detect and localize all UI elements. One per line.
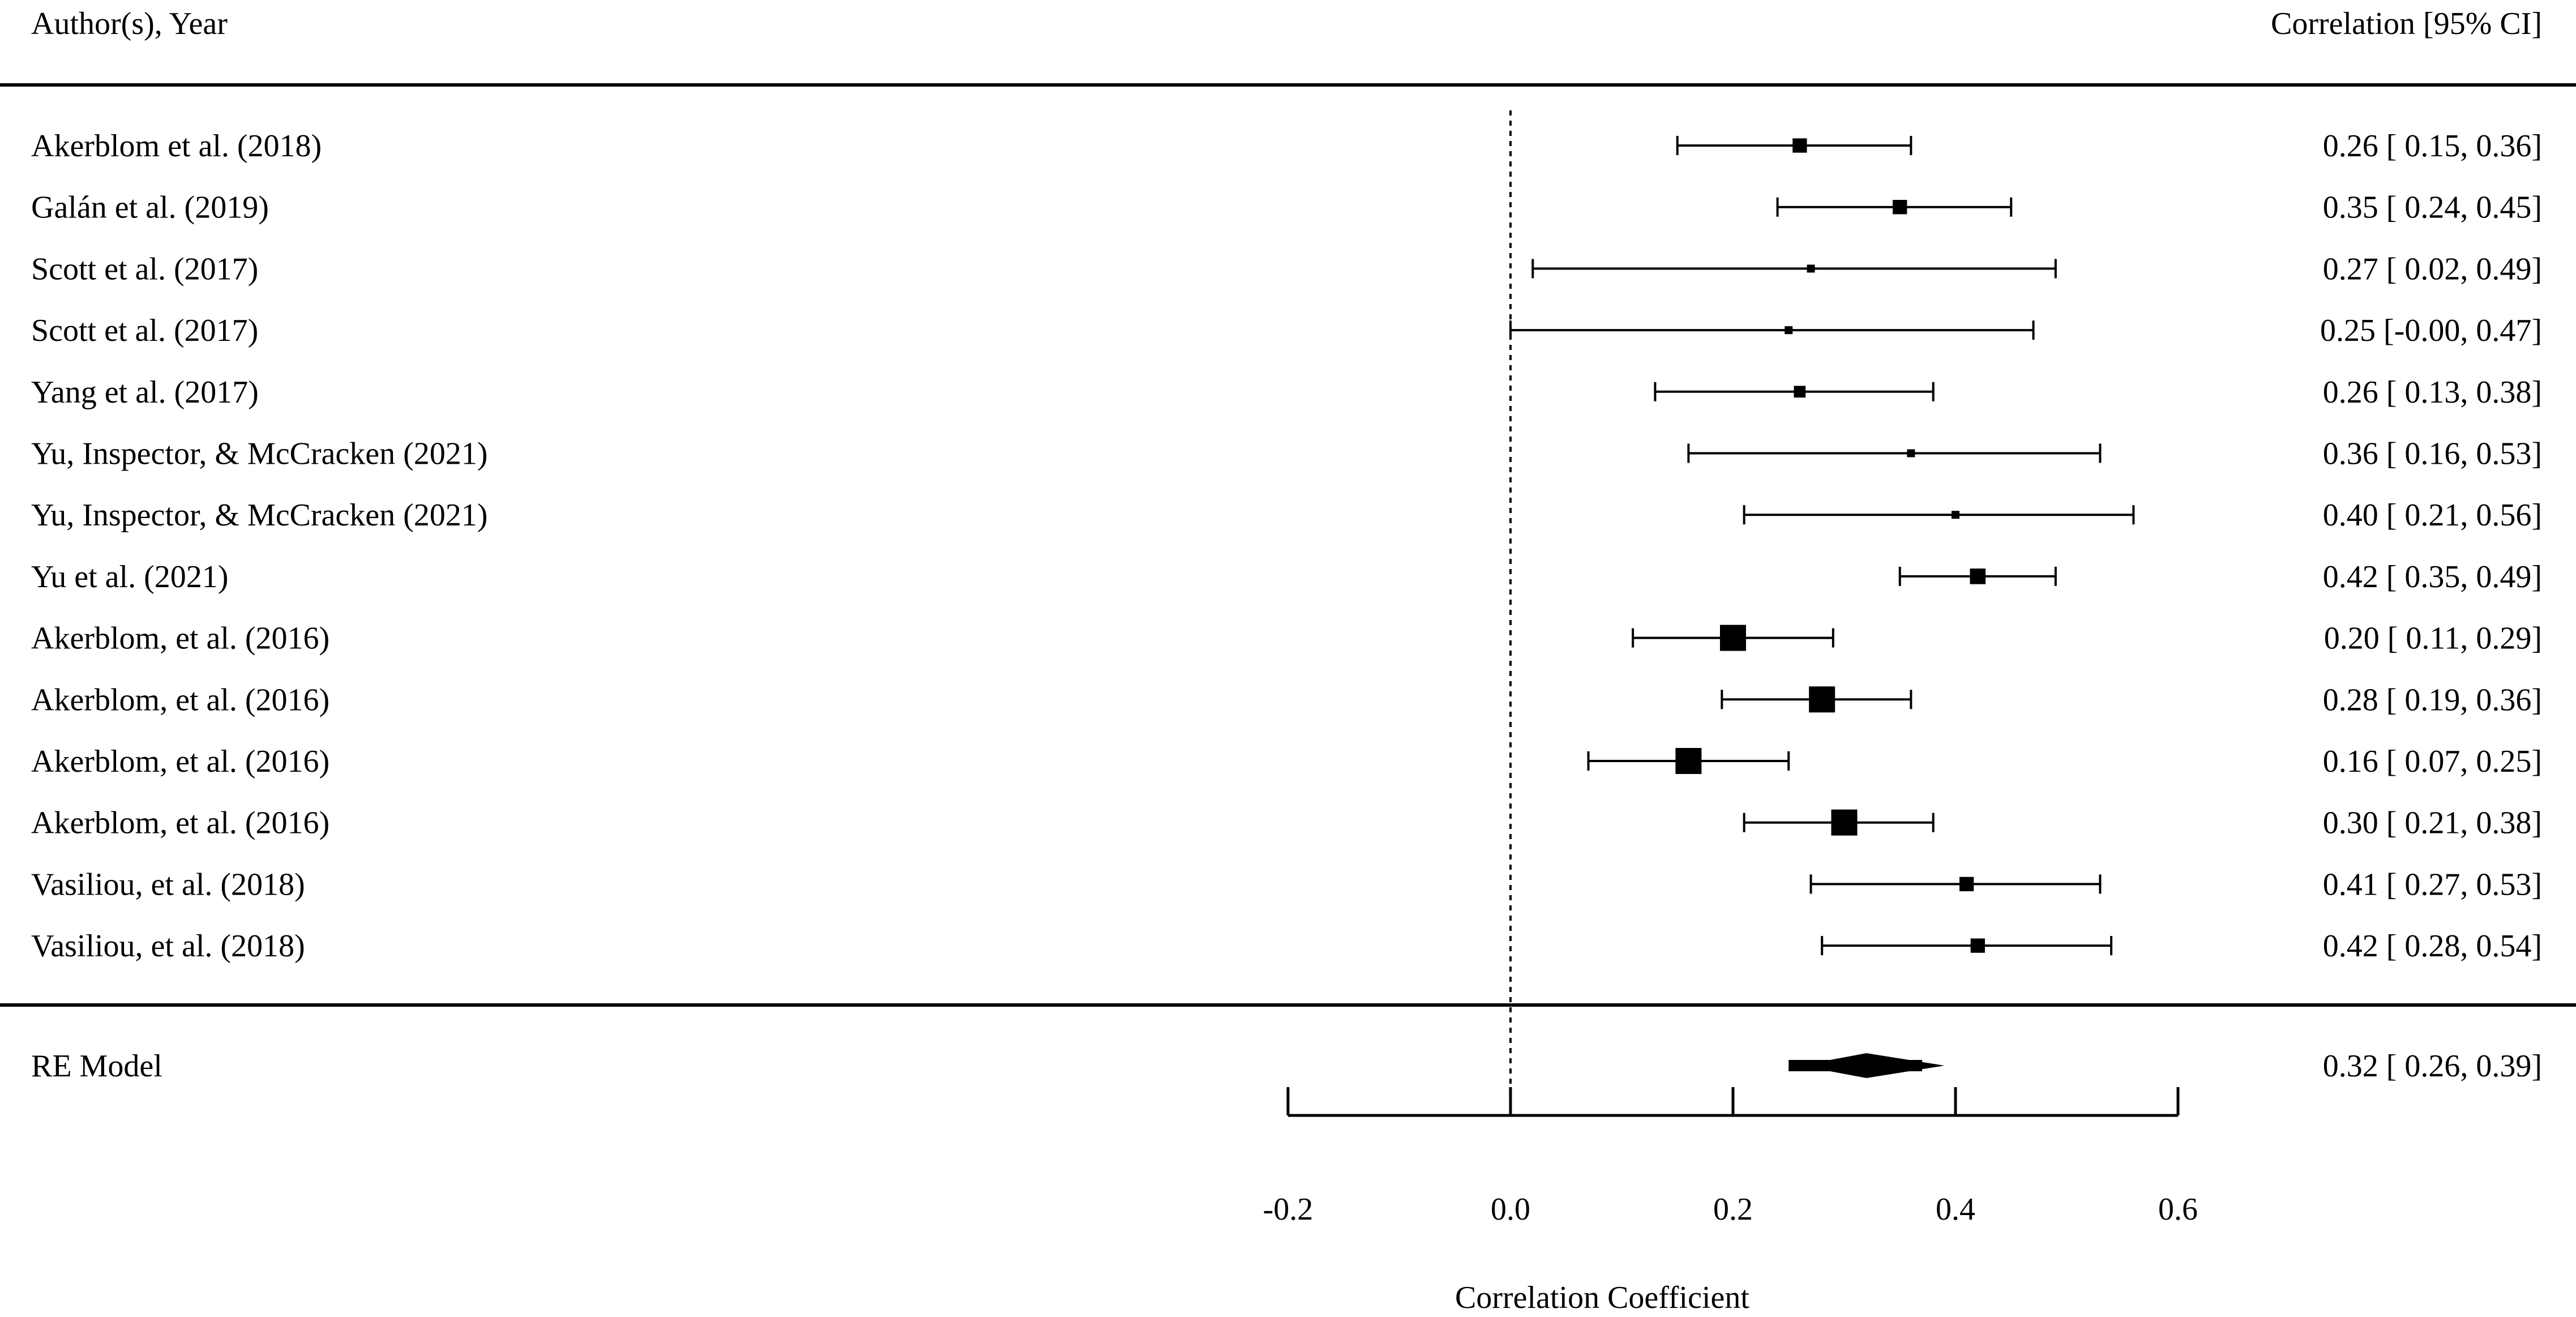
x-tick-label: 0.0 bbox=[1491, 1192, 1530, 1227]
summary-band bbox=[1788, 1060, 1923, 1071]
study-row: Scott et al. (2017) 0.27 [ 0.02, 0.49] bbox=[31, 251, 2542, 287]
x-axis: -0.2 0.0 0.2 0.4 0.6 bbox=[1263, 1087, 2198, 1227]
estimate-ci-text: 0.27 [ 0.02, 0.49] bbox=[2323, 251, 2542, 287]
study-label: Vasiliou, et al. (2018) bbox=[31, 867, 305, 902]
point-estimate bbox=[1970, 568, 1986, 584]
study-row: Vasiliou, et al. (2018) 0.42 [ 0.28, 0.54… bbox=[31, 929, 2542, 964]
estimate-ci-text: 0.41 [ 0.27, 0.53] bbox=[2323, 867, 2542, 902]
study-label: Akerblom, et al. (2016) bbox=[31, 682, 330, 717]
study-row: Akerblom, et al. (2016) 0.20 [ 0.11, 0.29… bbox=[31, 621, 2542, 656]
point-estimate bbox=[1792, 138, 1807, 153]
study-rows: Akerblom et al. (2018) 0.26 [ 0.15, 0.36]… bbox=[31, 129, 2542, 964]
study-label: Vasiliou, et al. (2018) bbox=[31, 929, 305, 964]
study-row: Scott et al. (2017) 0.25 [-0.00, 0.47] bbox=[31, 313, 2542, 348]
point-estimate bbox=[1720, 625, 1746, 651]
point-estimate bbox=[1794, 386, 1806, 398]
x-axis-label: Correlation Coefficient bbox=[1455, 1280, 1749, 1315]
summary-label: RE Model bbox=[31, 1049, 162, 1084]
study-row: Yu, Inspector, & McCracken (2021) 0.40 [ … bbox=[31, 498, 2542, 533]
estimate-ci-text: 0.36 [ 0.16, 0.53] bbox=[2323, 437, 2542, 472]
x-tick-label: 0.2 bbox=[1713, 1192, 1753, 1227]
estimate-ci-text: 0.35 [ 0.24, 0.45] bbox=[2323, 190, 2542, 225]
study-row: Akerblom, et al. (2016) 0.16 [ 0.07, 0.25… bbox=[31, 744, 2542, 779]
point-estimate bbox=[1952, 511, 1959, 519]
study-label: Galán et al. (2019) bbox=[31, 190, 269, 225]
point-estimate bbox=[1893, 200, 1907, 215]
study-row: Yang et al. (2017) 0.26 [ 0.13, 0.38] bbox=[31, 375, 2542, 410]
estimate-ci-text: 0.42 [ 0.35, 0.49] bbox=[2323, 559, 2542, 595]
estimate-ci-text: 0.42 [ 0.28, 0.54] bbox=[2323, 929, 2542, 964]
study-row: Akerblom, et al. (2016) 0.28 [ 0.19, 0.36… bbox=[31, 682, 2542, 717]
estimate-ci-text: 0.40 [ 0.21, 0.56] bbox=[2323, 498, 2542, 533]
right-column-header: Correlation [95% CI] bbox=[2271, 6, 2542, 41]
left-column-header: Author(s), Year bbox=[31, 6, 228, 41]
study-row: Akerblom, et al. (2016) 0.30 [ 0.21, 0.38… bbox=[31, 806, 2542, 841]
study-row: Yu et al. (2021) 0.42 [ 0.35, 0.49] bbox=[31, 559, 2542, 595]
estimate-ci-text: 0.25 [-0.00, 0.47] bbox=[2320, 313, 2542, 348]
study-label: Yu, Inspector, & McCracken (2021) bbox=[31, 498, 487, 533]
study-label: Akerblom, et al. (2016) bbox=[31, 744, 330, 779]
estimate-ci-text: 0.20 [ 0.11, 0.29] bbox=[2324, 621, 2542, 656]
estimate-ci-text: 0.16 [ 0.07, 0.25] bbox=[2323, 744, 2542, 779]
study-row: Galán et al. (2019) 0.35 [ 0.24, 0.45] bbox=[31, 190, 2542, 225]
point-estimate bbox=[1970, 938, 1985, 953]
point-estimate bbox=[1675, 748, 1702, 774]
estimate-ci-text: 0.28 [ 0.19, 0.36] bbox=[2323, 682, 2542, 717]
summary-row: RE Model 0.32 [ 0.26, 0.39] bbox=[31, 1049, 2542, 1084]
study-label: Akerblom, et al. (2016) bbox=[31, 806, 330, 841]
summary-estimate-text: 0.32 [ 0.26, 0.39] bbox=[2323, 1049, 2542, 1084]
point-estimate bbox=[1907, 449, 1915, 457]
study-label: Scott et al. (2017) bbox=[31, 313, 258, 348]
point-estimate bbox=[1809, 686, 1835, 713]
point-estimate bbox=[1785, 326, 1793, 335]
point-estimate bbox=[1959, 876, 1974, 892]
x-tick-label: 0.4 bbox=[1936, 1192, 1975, 1227]
estimate-ci-text: 0.30 [ 0.21, 0.38] bbox=[2323, 806, 2542, 841]
study-label: Yu, Inspector, & McCracken (2021) bbox=[31, 437, 487, 472]
estimate-ci-text: 0.26 [ 0.13, 0.38] bbox=[2323, 375, 2542, 410]
point-estimate bbox=[1831, 809, 1858, 836]
study-label: Akerblom et al. (2018) bbox=[31, 129, 322, 164]
study-label: Akerblom, et al. (2016) bbox=[31, 621, 330, 656]
estimate-ci-text: 0.26 [ 0.15, 0.36] bbox=[2323, 129, 2542, 164]
point-estimate bbox=[1807, 264, 1815, 273]
study-row: Yu, Inspector, & McCracken (2021) 0.36 [ … bbox=[31, 437, 2542, 472]
study-label: Yu et al. (2021) bbox=[31, 559, 228, 595]
x-tick-label: -0.2 bbox=[1263, 1192, 1313, 1227]
study-label: Yang et al. (2017) bbox=[31, 375, 259, 410]
x-tick-label: 0.6 bbox=[2158, 1192, 2198, 1227]
study-label: Scott et al. (2017) bbox=[31, 251, 258, 287]
study-row: Akerblom et al. (2018) 0.26 [ 0.15, 0.36] bbox=[31, 129, 2542, 164]
study-row: Vasiliou, et al. (2018) 0.41 [ 0.27, 0.53… bbox=[31, 867, 2542, 902]
